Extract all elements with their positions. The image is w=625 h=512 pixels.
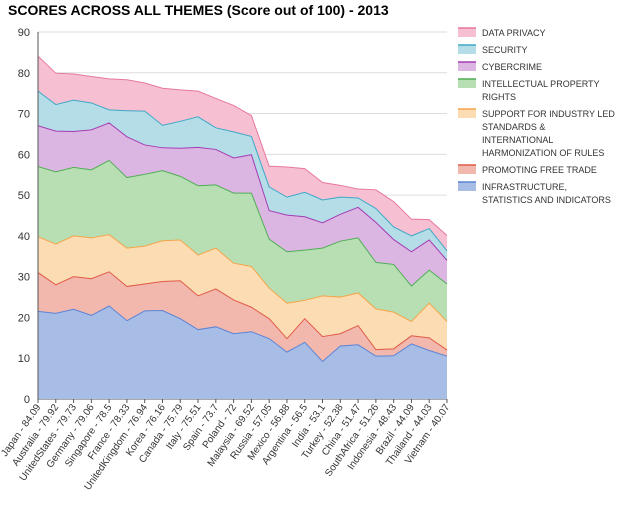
legend-entry: SECURITY (458, 44, 528, 55)
legend-label: INFRASTRUCTURE, STATISTICS AND INDICATORS (482, 182, 611, 205)
legend-swatch (458, 79, 476, 88)
area-series-5 (38, 91, 447, 261)
legend-swatch (458, 45, 476, 54)
legend-swatch (458, 109, 476, 118)
areas (38, 56, 447, 399)
area-series-1 (38, 271, 447, 362)
legend-label: SECURITY (482, 45, 528, 55)
series-lines (37, 55, 448, 363)
legend-entry: PROMOTING FREE TRADE (458, 164, 597, 175)
legend-entry: INFRASTRUCTURE, STATISTICS AND INDICATORS (458, 181, 611, 205)
legend-entry: SUPPORT FOR INDUSTRY LED STANDARDS & INTER… (458, 108, 615, 158)
legend-entry: INTELLECTUAL PROPERTY RIGHTS (458, 78, 600, 102)
chart-title: SCORES ACROSS ALL THEMES (Score out of 1… (8, 2, 389, 18)
area-series-4 (38, 122, 447, 287)
y-tick-label: 30 (18, 272, 30, 284)
legend-label: DATA PRIVACY (482, 28, 546, 38)
y-tick-label: 40 (18, 231, 30, 243)
line-series-4 (37, 122, 448, 261)
y-tick-label: 70 (18, 109, 30, 121)
legend: DATA PRIVACY SECURITY CYBERCRIME INTELLECTU… (458, 27, 615, 205)
line-series-3 (37, 159, 448, 287)
y-tick-label: 80 (18, 68, 30, 80)
area-series-2 (38, 234, 447, 351)
legend-label: SUPPORT FOR INDUSTRY LED STANDARDS & INTER… (482, 109, 615, 158)
y-tick-label: 50 (18, 190, 30, 202)
line-series-6 (37, 55, 448, 236)
legend-label: PROMOTING FREE TRADE (482, 165, 597, 175)
area-series-6 (38, 56, 447, 251)
legend-entry: CYBERCRIME (458, 61, 542, 72)
y-axis: 0 10 20 30 40 50 60 70 80 90 (18, 27, 39, 406)
y-tick-label: 60 (18, 149, 30, 161)
legend-entry: DATA PRIVACY (458, 27, 546, 38)
y-tick-label: 10 (18, 353, 30, 365)
y-tick-label: 20 (18, 312, 30, 324)
line-series-5 (37, 90, 448, 252)
line-series-0 (37, 305, 448, 363)
legend-swatch (458, 182, 476, 191)
area-series-0 (38, 306, 447, 399)
legend-swatch (458, 165, 476, 174)
legend-swatch (458, 62, 476, 71)
y-tick-label: 90 (18, 27, 30, 39)
area-series-3 (38, 160, 447, 322)
line-series-2 (37, 234, 448, 323)
legend-label: INTELLECTUAL PROPERTY RIGHTS (482, 79, 600, 102)
line-series-1 (37, 271, 448, 351)
y-tick-label: 0 (24, 394, 30, 406)
legend-swatch (458, 28, 476, 37)
legend-label: CYBERCRIME (482, 62, 542, 72)
